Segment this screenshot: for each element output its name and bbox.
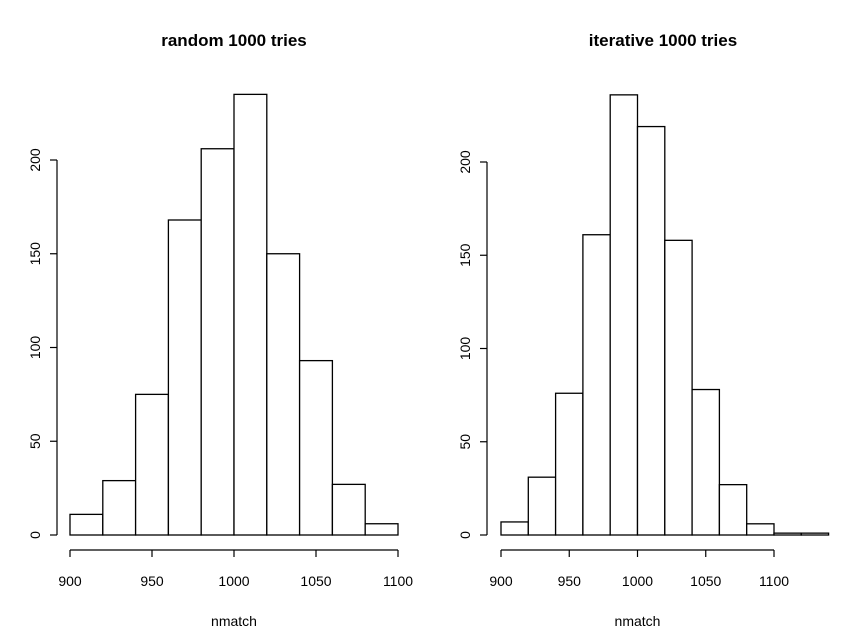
- histogram-bar: [102, 479, 137, 536]
- histogram-bar: [364, 523, 399, 536]
- y-tick-label: 100: [27, 336, 43, 360]
- histogram-bar: [134, 393, 170, 536]
- x-tick-label: 1050: [690, 573, 721, 589]
- histogram-bar: [266, 253, 301, 536]
- histogram-bar: [773, 532, 802, 536]
- y-tick-label: 0: [27, 531, 43, 539]
- x-axis-label: nmatch: [211, 613, 257, 629]
- x-tick-label: 950: [140, 573, 164, 589]
- x-tick-label: 1000: [622, 573, 653, 589]
- histogram-bar: [718, 483, 748, 536]
- y-tick-label: 50: [457, 434, 473, 450]
- x-axis-label: nmatch: [615, 613, 661, 629]
- histogram-bar: [554, 392, 584, 536]
- histogram-bar: [664, 239, 693, 536]
- y-tick-label: 150: [27, 242, 43, 266]
- histogram-bar: [609, 94, 639, 536]
- histogram-bar: [298, 359, 334, 536]
- chart-title: random 1000 tries: [161, 31, 307, 50]
- y-tick-label: 0: [457, 531, 473, 539]
- x-tick-label: 1100: [383, 573, 413, 589]
- x-tick-label: 950: [558, 573, 582, 589]
- y-tick-label: 200: [27, 148, 43, 172]
- histogram-bar: [691, 388, 721, 536]
- x-tick-label: 1050: [300, 573, 331, 589]
- histogram-bar: [167, 219, 202, 536]
- x-tick-label: 900: [489, 573, 513, 589]
- y-tick-label: 100: [457, 337, 473, 361]
- chart-title: iterative 1000 tries: [589, 31, 737, 50]
- histogram-bar: [69, 513, 104, 536]
- x-tick-label: 1000: [218, 573, 249, 589]
- histogram-bar: [233, 93, 268, 536]
- histogram-bar: [746, 523, 775, 536]
- y-tick-label: 150: [457, 243, 473, 267]
- histogram-bar: [527, 476, 557, 536]
- histogram-bar: [200, 148, 235, 536]
- histogram-bar: [500, 521, 529, 536]
- histogram-bar: [636, 125, 666, 536]
- y-tick-label: 200: [457, 150, 473, 174]
- y-tick-label: 50: [27, 433, 43, 449]
- x-tick-label: 1100: [759, 573, 789, 589]
- histogram-bar: [331, 483, 366, 536]
- x-tick-label: 900: [58, 573, 82, 589]
- histogram-bar: [800, 532, 830, 536]
- histogram-bar: [582, 234, 611, 536]
